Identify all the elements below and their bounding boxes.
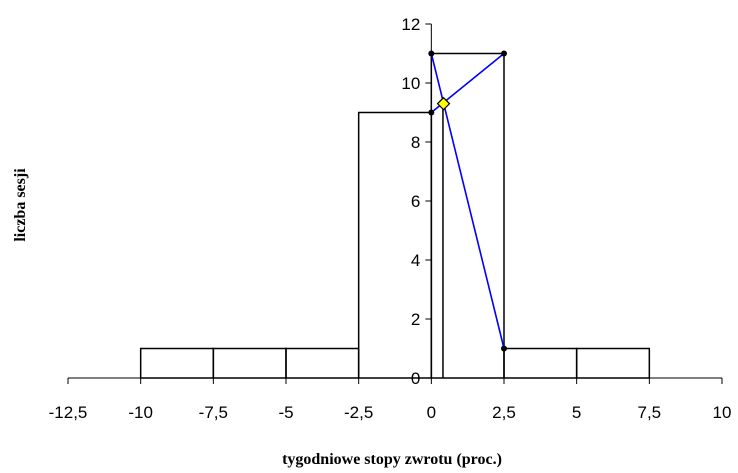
x-tick-label-6: 2,5 bbox=[492, 403, 516, 422]
x-tick-label-7: 5 bbox=[572, 403, 581, 422]
y-axis-title: liczba sesji bbox=[12, 168, 29, 242]
construction-point-0 bbox=[428, 50, 435, 57]
x-tick-label-1: -10 bbox=[128, 403, 153, 422]
construction-points bbox=[428, 50, 507, 352]
mode-marker bbox=[436, 96, 451, 111]
x-tick-label-4: -2,5 bbox=[344, 403, 373, 422]
histogram-bars bbox=[139, 52, 651, 379]
x-tick-label-0: -12,5 bbox=[49, 403, 88, 422]
tick-labels: -12,5 -10 -7,5 -5 -2,5 0 2,5 5 7,5 10 0 2 4 6 8 10 12 bbox=[49, 15, 732, 422]
y-tick-label-0: 0 bbox=[411, 369, 420, 388]
y-tick-label-2: 4 bbox=[411, 251, 420, 270]
construction-point-3 bbox=[501, 345, 507, 352]
histogram-bar-6 bbox=[575, 347, 651, 379]
y-tick-label-4: 8 bbox=[411, 133, 420, 152]
x-tick-label-5: 0 bbox=[427, 403, 436, 422]
histogram-bar-0 bbox=[139, 347, 215, 379]
histogram-bar-2 bbox=[285, 347, 360, 379]
x-tick-label-8: 7,5 bbox=[638, 403, 662, 422]
y-tick-label-6: 12 bbox=[401, 15, 420, 34]
x-tick-label-9: 10 bbox=[713, 403, 732, 422]
histogram-bar-4 bbox=[430, 52, 505, 379]
y-tick-label-1: 2 bbox=[411, 310, 420, 329]
x-tick-label-3: -5 bbox=[278, 403, 293, 422]
histogram-bar-1 bbox=[212, 347, 287, 379]
x-tick-label-2: -7,5 bbox=[199, 403, 228, 422]
histogram-bar-5 bbox=[503, 347, 578, 379]
y-tick-label-3: 6 bbox=[411, 192, 420, 211]
x-axis-title: tygodniowe stopy zwrotu (proc.) bbox=[282, 451, 502, 468]
construction-point-1 bbox=[428, 109, 435, 116]
histogram-bar-3 bbox=[357, 111, 433, 379]
construction-point-2 bbox=[501, 50, 507, 57]
y-tick-label-5: 10 bbox=[401, 74, 420, 93]
axes bbox=[67, 23, 723, 384]
